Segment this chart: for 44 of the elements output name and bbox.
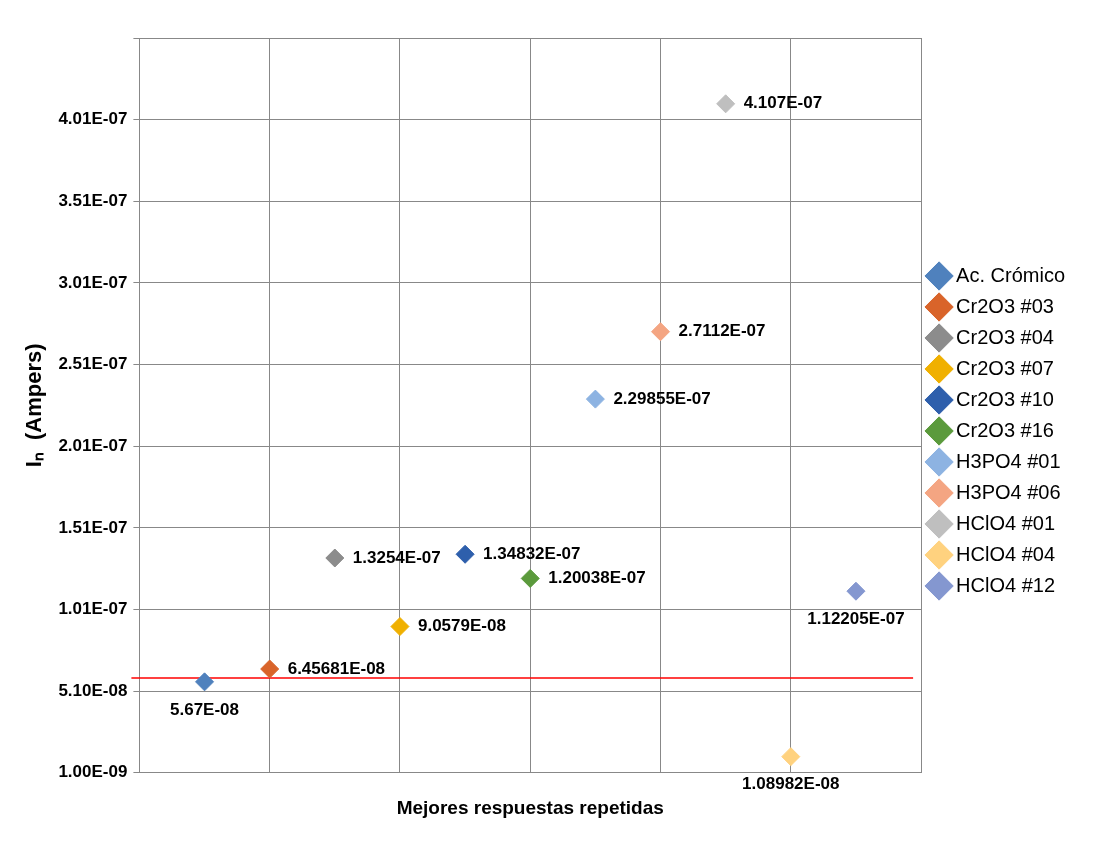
data-label: 1.20038E-07 [548, 568, 646, 588]
point [781, 747, 801, 767]
data-label: 9.0579E-08 [417, 616, 506, 636]
point [716, 94, 736, 114]
data-label: 1.12205E-07 [807, 608, 905, 628]
point [455, 544, 475, 564]
data-label: 4.107E-07 [743, 93, 823, 113]
legend-label: H3PO4 #01 [956, 449, 1061, 472]
point [195, 672, 215, 692]
data-label: 2.7112E-07 [678, 321, 766, 341]
y-tick-label: 3.01E-07 [58, 272, 128, 292]
point [585, 389, 605, 409]
data-label: 1.08982E-08 [742, 774, 840, 794]
y-tick-label: 3.51E-07 [58, 190, 128, 210]
legend-label: Cr2O3 #16 [956, 418, 1054, 441]
y-axis-title: Iₙ (Ampers) [21, 343, 47, 468]
data-label: 2.29855E-07 [613, 388, 711, 408]
legend-label: H3PO4 #06 [956, 480, 1061, 503]
x-axis-title: Mejores respuestas repetidas [396, 796, 664, 818]
point [651, 322, 671, 342]
point [520, 568, 540, 588]
y-tick-label: 2.51E-07 [58, 354, 128, 374]
y-tick-label: 1.51E-07 [58, 517, 128, 537]
legend-label: Cr2O3 #10 [956, 387, 1054, 410]
legend-label: Ac. Crómico [956, 263, 1065, 286]
legend-label: HClO4 #04 [956, 542, 1056, 565]
data-label: 6.45681E-08 [287, 658, 386, 678]
legend-label: Cr2O3 #03 [956, 294, 1054, 317]
data-label: 1.3254E-07 [352, 547, 441, 567]
point [325, 548, 345, 568]
y-tick-label: 1.01E-07 [58, 599, 128, 619]
y-tick-label: 2.01E-07 [58, 435, 128, 455]
y-tick-label: 4.01E-07 [58, 109, 128, 129]
data-label: 5.67E-08 [170, 699, 240, 719]
y-tick-label: 5.10E-08 [58, 680, 128, 700]
legend-label: Cr2O3 #07 [956, 356, 1054, 379]
legend-label: HClO4 #01 [956, 511, 1056, 534]
legend-label: HClO4 #12 [956, 573, 1056, 596]
y-tick-label: 1.00E-09 [58, 762, 128, 782]
point [390, 617, 410, 637]
point [846, 581, 866, 601]
data-label: 1.34832E-07 [483, 543, 581, 563]
point [260, 659, 280, 679]
legend-label: Cr2O3 #04 [956, 325, 1054, 348]
